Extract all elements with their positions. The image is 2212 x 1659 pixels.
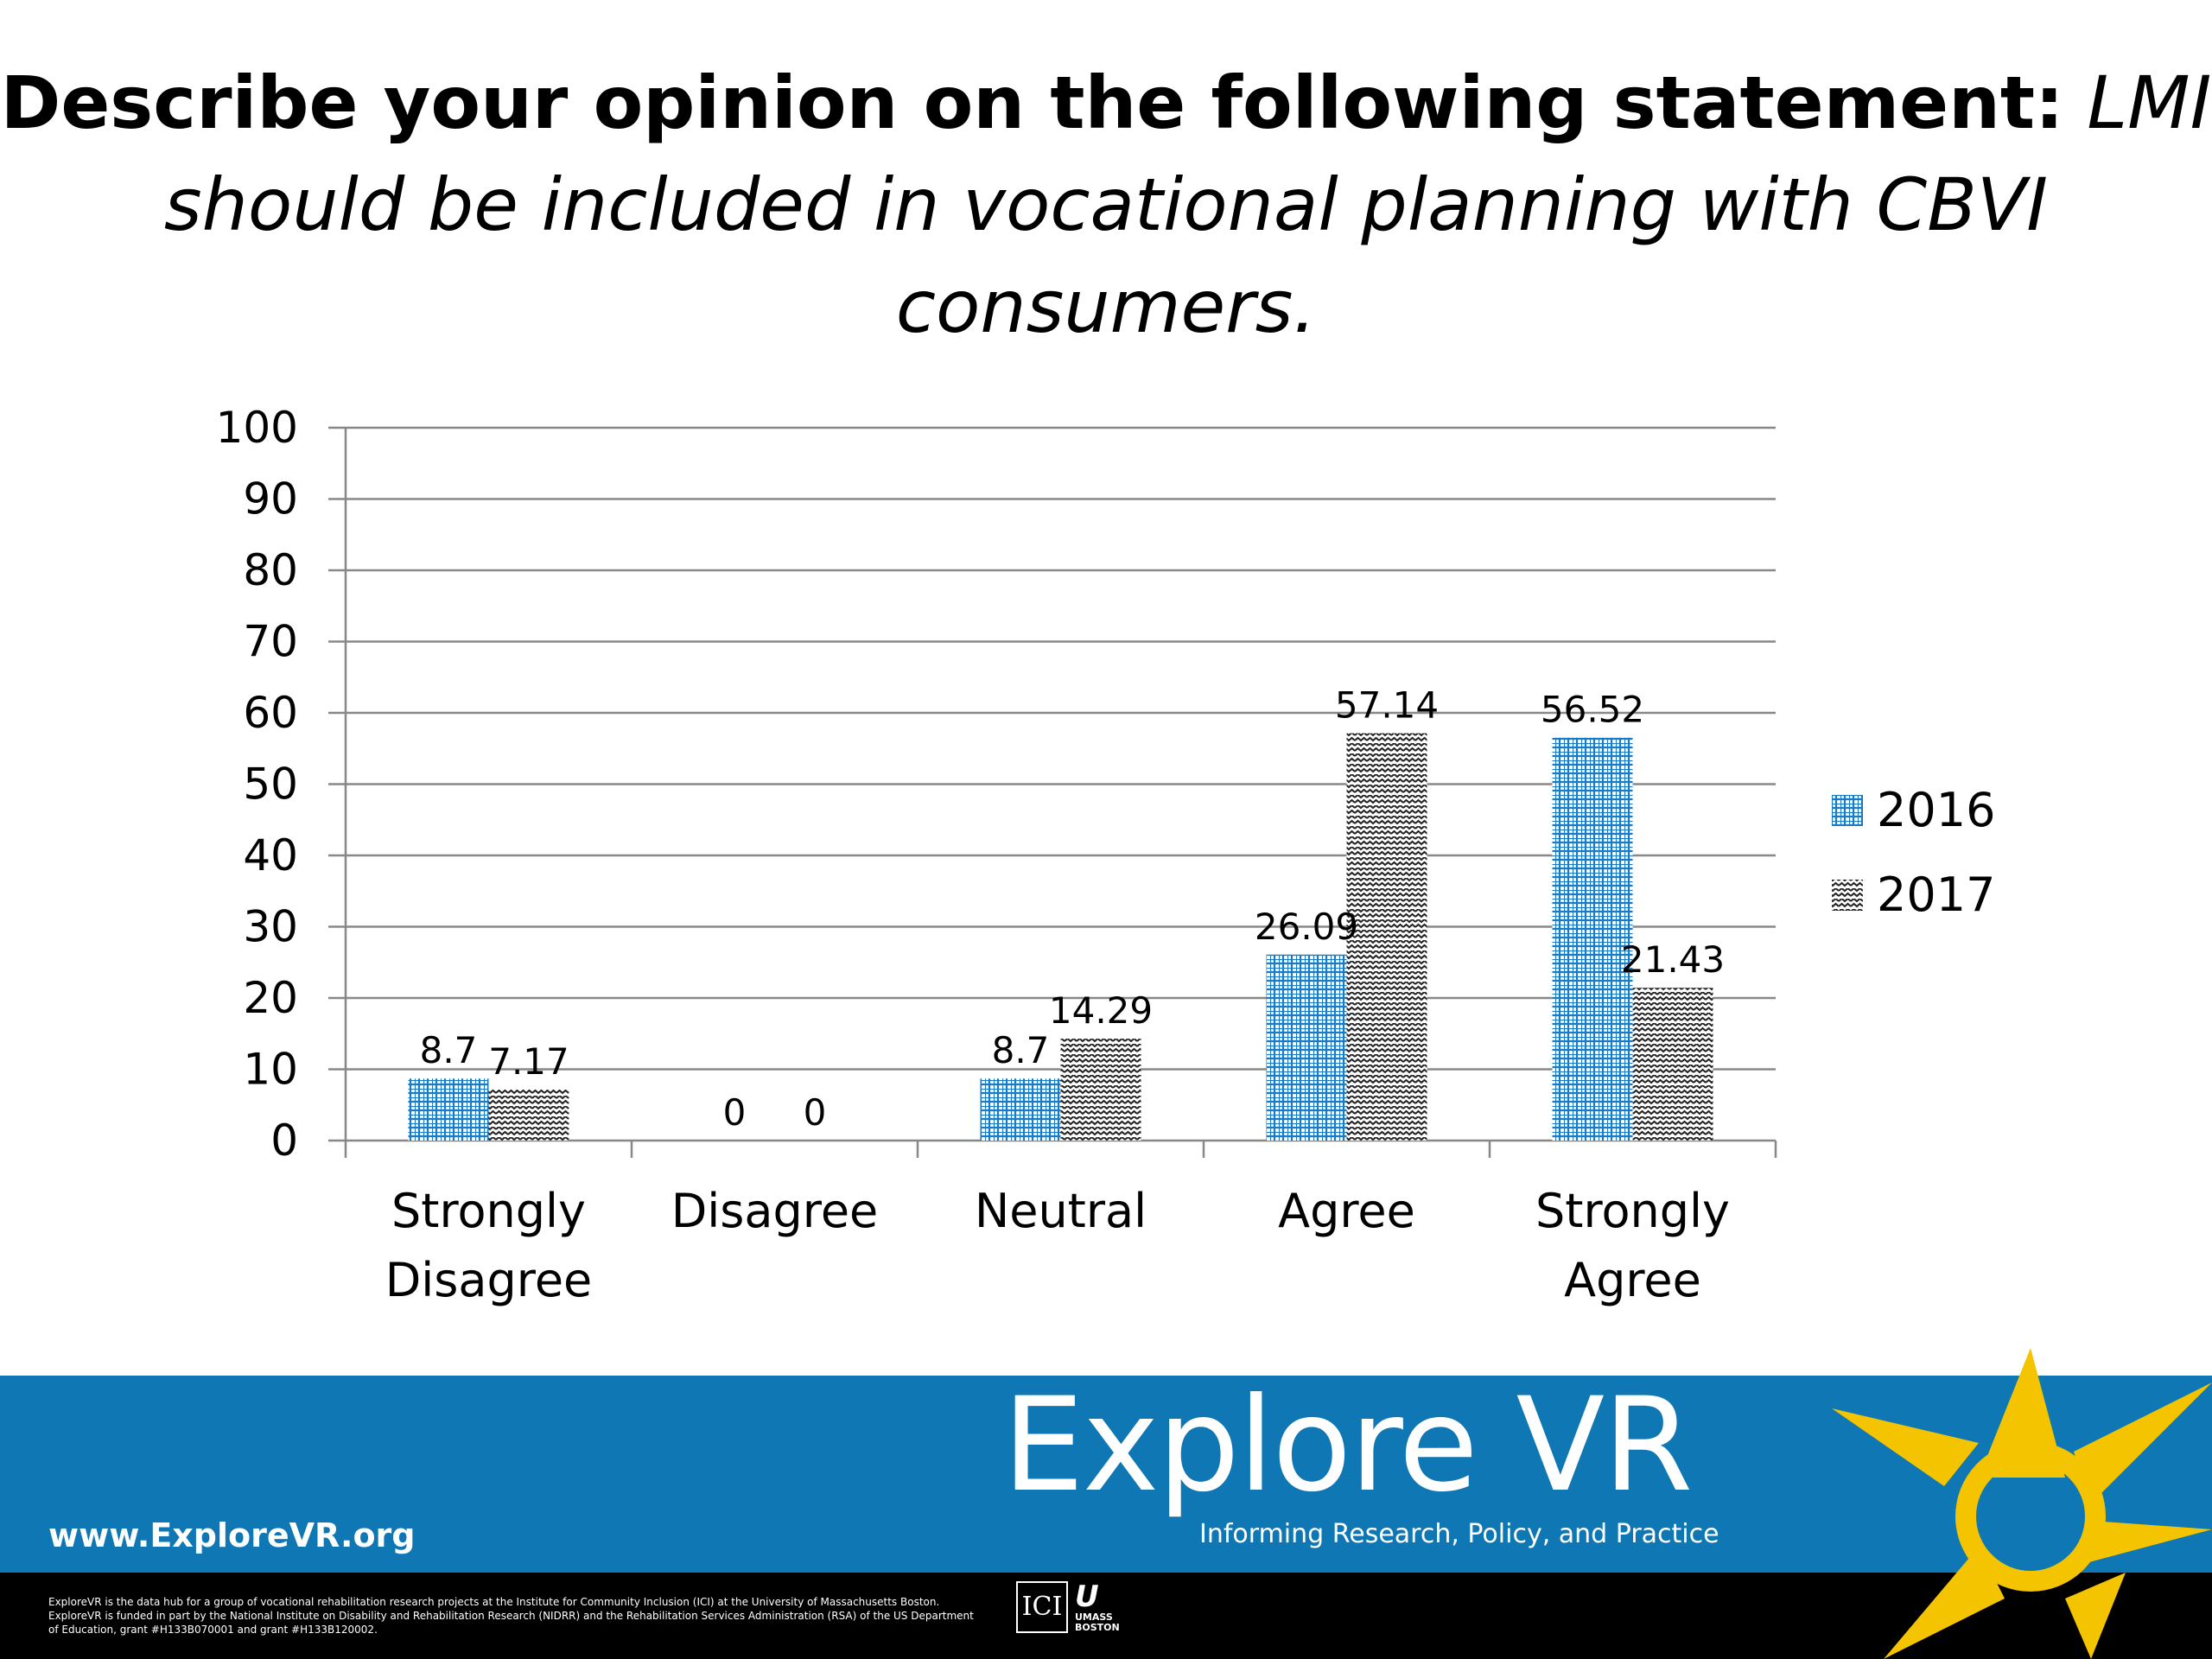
data-label: 0	[804, 1091, 827, 1134]
y-tick-label: 70	[243, 617, 298, 667]
data-label: 8.7	[420, 1029, 478, 1071]
bar-2016	[408, 1078, 489, 1141]
y-tick-label: 60	[243, 688, 298, 738]
y-tick-label: 80	[243, 545, 298, 595]
data-label: 21.43	[1621, 938, 1725, 981]
footer-fineprint: ExploreVR is the data hub for a group of…	[48, 1596, 974, 1636]
data-label: 8.7	[992, 1029, 1050, 1071]
legend-swatch-2016	[1832, 795, 1863, 826]
umass-logo-mark: U	[1075, 1580, 1099, 1614]
brand-logo-text: Explore VR	[1002, 1370, 1693, 1521]
bar-chart: 0 10 20 30 40 50 60 70 80 90 100 Strongly Disagree D…	[216, 403, 1996, 1307]
data-label: 26.09	[1255, 906, 1358, 948]
data-label: 14.29	[1049, 989, 1153, 1032]
data-label: 0	[723, 1091, 747, 1134]
bars	[408, 733, 1713, 1141]
bar-2016	[1552, 737, 1633, 1141]
y-tick-label: 10	[243, 1045, 298, 1095]
footer-band	[0, 1376, 2212, 1573]
legend: 2016 2017	[1832, 783, 1995, 922]
legend-label: 2017	[1877, 868, 1995, 922]
x-category-label: Agree	[1564, 1253, 1701, 1307]
y-tick-label: 100	[216, 403, 298, 453]
data-label: 56.52	[1541, 689, 1644, 731]
data-label: 7.17	[488, 1040, 569, 1083]
bar-2016	[1266, 954, 1347, 1141]
labels: Strongly Disagree Disagree Neutral Agree Stro…	[385, 684, 1730, 1307]
bar-2017	[488, 1089, 569, 1141]
umass-logo-text: UMASS BOSTON	[1075, 1611, 1120, 1633]
axes: 0 10 20 30 40 50 60 70 80 90 100	[216, 403, 1777, 1166]
y-tick-label: 40	[243, 830, 298, 880]
x-category-label: Neutral	[975, 1184, 1147, 1238]
ici-logo: ICI	[1016, 1581, 1068, 1633]
data-label: 57.14	[1335, 684, 1439, 727]
y-tick-label: 50	[243, 760, 298, 810]
legend-swatch-2017	[1832, 880, 1863, 911]
y-tick-label: 30	[243, 902, 298, 952]
y-tick-label: 90	[243, 474, 298, 524]
footer-black-strip	[0, 1573, 2212, 1659]
x-category-label: Strongly	[1535, 1184, 1730, 1238]
bar-2016	[980, 1078, 1061, 1141]
y-tick-label: 0	[270, 1116, 298, 1166]
umass-boston-logo: U UMASS BOSTON	[1075, 1581, 1153, 1635]
legend-label: 2016	[1877, 783, 1995, 837]
gridlines	[346, 426, 1776, 1071]
bar-2017	[1346, 733, 1427, 1141]
x-category-label: Disagree	[671, 1184, 879, 1238]
title-italic-part: LMI should be included in vocational pla…	[163, 60, 2212, 349]
slide-title: Describe your opinion on the following s…	[0, 52, 2212, 358]
x-category-label: Agree	[1278, 1184, 1415, 1238]
brand-tagline: Informing Research, Policy, and Practice	[1199, 1519, 1719, 1549]
y-tick-label: 20	[243, 973, 298, 1023]
x-category-label: Strongly	[391, 1184, 586, 1238]
bar-2017	[1632, 988, 1713, 1141]
footer-website-link[interactable]: www.ExploreVR.org	[48, 1516, 416, 1554]
sun-graphic	[1832, 1348, 2212, 1659]
x-category-label: Disagree	[385, 1253, 593, 1307]
bar-2017	[1060, 1039, 1141, 1141]
title-bold-part: Describe your opinion on the following s…	[0, 60, 2064, 145]
